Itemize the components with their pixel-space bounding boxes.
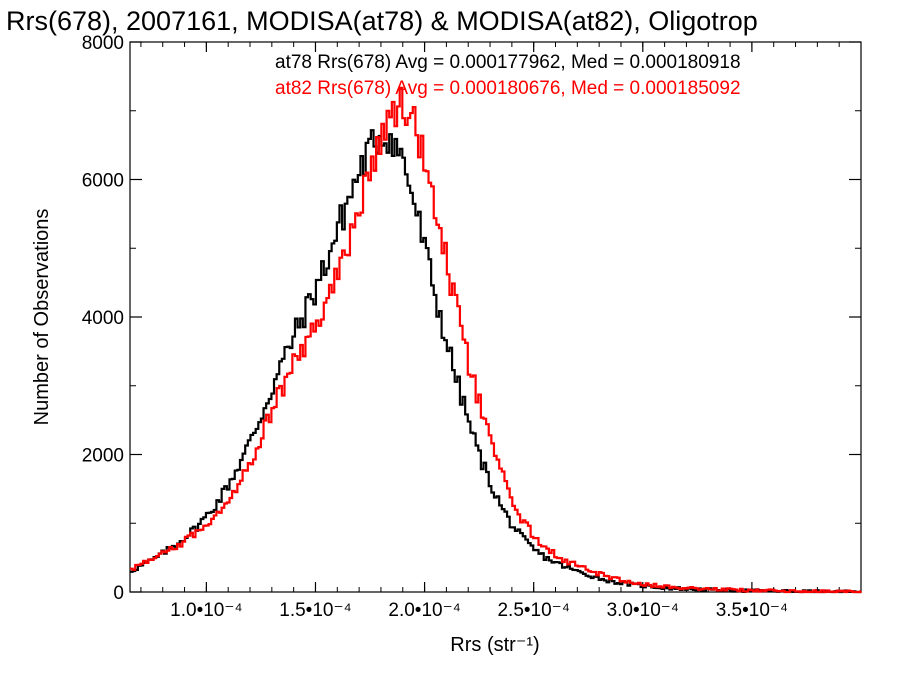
x-tick-label: 1.0•10⁻⁴ (170, 600, 242, 621)
y-axis: 0 2000 4000 6000 8000 (82, 33, 861, 604)
y-tick-label: 6000 (82, 171, 124, 192)
y-axis-title: Number of Observations (31, 209, 53, 426)
stat-at82: at82 Rrs(678) Avg = 0.000180676, Med = 0… (275, 78, 741, 99)
stat-at78: at78 Rrs(678) Avg = 0.000177962, Med = 0… (275, 52, 741, 73)
y-tick-label: 8000 (82, 33, 124, 54)
plot-frame (129, 41, 862, 593)
x-axis: 1.0•10⁻⁴ 1.5•10⁻⁴ 2.0•10⁻⁴ 2.5•10⁻⁴ 3.0•10⁻⁴… (140, 42, 840, 621)
x-tick-label: 2.0•10⁻⁴ (388, 600, 460, 621)
series-line-at82 (130, 86, 862, 594)
x-axis-title: Rrs (str⁻¹) (450, 634, 539, 656)
x-tick-label: 3.5•10⁻⁴ (716, 600, 788, 621)
series-layer (130, 86, 862, 594)
x-tick-label: 2.5•10⁻⁴ (497, 600, 569, 621)
series-line-at78 (130, 129, 861, 594)
x-tick-label: 3.0•10⁻⁴ (607, 600, 679, 621)
y-tick-label: 2000 (82, 446, 124, 467)
y-tick-label: 4000 (82, 308, 124, 329)
chart-title: Rrs(678), 2007161, MODISA(at78) & MODISA… (6, 6, 758, 36)
x-tick-label: 1.5•10⁻⁴ (279, 600, 351, 621)
y-tick-label: 0 (113, 583, 124, 604)
